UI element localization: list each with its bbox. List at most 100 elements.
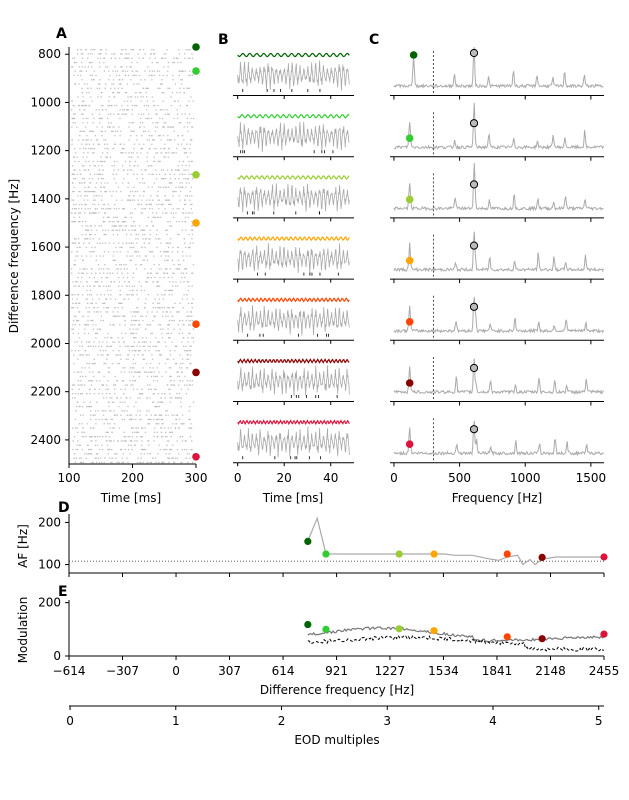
raster-dot xyxy=(113,281,115,283)
raster-dot xyxy=(101,199,103,201)
raster-dot xyxy=(167,221,169,223)
raster-dot xyxy=(137,251,140,253)
raster-dot xyxy=(131,169,133,171)
raster-dot xyxy=(123,264,125,266)
raster-dot xyxy=(170,367,172,369)
raster-dot xyxy=(117,440,119,442)
raster-dot xyxy=(119,117,121,120)
raster-dot xyxy=(186,122,189,124)
raster-dot xyxy=(135,414,137,416)
raster-dot xyxy=(148,242,150,244)
raster-dot xyxy=(121,113,123,115)
raster-dot xyxy=(78,242,80,244)
raster-dot xyxy=(132,152,134,154)
raster-dot xyxy=(130,79,132,81)
raster-dot xyxy=(176,457,179,459)
raster-dot xyxy=(124,315,126,317)
raster-dot xyxy=(105,190,108,193)
raster-dot xyxy=(113,242,115,244)
raster-dot xyxy=(102,354,104,356)
trace-row xyxy=(233,419,354,467)
raster-dot xyxy=(139,195,141,197)
raster-dot xyxy=(114,307,116,309)
raster-dot xyxy=(96,401,98,403)
raster-dot xyxy=(170,238,172,240)
raster-dot xyxy=(76,371,78,373)
raster-dot xyxy=(187,49,189,51)
raster-dot xyxy=(123,221,125,223)
raster-dot xyxy=(153,74,155,77)
raster-dot xyxy=(98,165,100,167)
raster-dot xyxy=(135,337,137,339)
raster-dot xyxy=(179,70,181,72)
raster-dot xyxy=(192,100,194,102)
raster-dot xyxy=(177,371,179,373)
raster-dot xyxy=(91,113,94,115)
raster-dot xyxy=(158,371,160,373)
raster-dot xyxy=(103,375,105,378)
raster-dot xyxy=(104,302,106,304)
raster-dot xyxy=(119,135,121,137)
raster-dot xyxy=(141,354,144,356)
raster-dot xyxy=(96,453,98,455)
raster-dot xyxy=(91,268,93,270)
raster-dot xyxy=(83,100,85,102)
raster-dot xyxy=(190,311,192,313)
raster-dot xyxy=(149,251,151,253)
raster-dot xyxy=(141,147,144,150)
raster-dot xyxy=(162,57,164,59)
raster-dot xyxy=(170,203,172,206)
raster-dot xyxy=(107,345,109,347)
raster-dot xyxy=(71,100,73,102)
raster-dot xyxy=(154,427,156,429)
raster-dot xyxy=(175,212,177,214)
raster-dot xyxy=(166,272,168,274)
raster-dot xyxy=(192,401,195,403)
raster-dot xyxy=(115,315,117,317)
raster-dot xyxy=(188,410,190,412)
raster-dot xyxy=(107,229,110,231)
raster-dot xyxy=(98,117,100,120)
raster-dot xyxy=(173,152,175,154)
raster-dot xyxy=(188,113,191,115)
raster-dot xyxy=(131,289,134,292)
raster-dot xyxy=(91,440,93,442)
raster-dot xyxy=(74,302,77,304)
raster-dot xyxy=(128,285,131,287)
raster-dot xyxy=(144,130,146,132)
raster-dot xyxy=(181,221,183,223)
raster-dot xyxy=(73,186,75,188)
raster-dot xyxy=(120,448,123,451)
raster-dot xyxy=(106,311,109,313)
raster-dot xyxy=(174,457,177,459)
raster-dot xyxy=(91,61,93,64)
raster-dot xyxy=(121,70,124,72)
raster-dot xyxy=(161,332,163,335)
raster-dot xyxy=(152,53,155,55)
raster-dot xyxy=(73,238,76,240)
eod-x-tick-label: 2 xyxy=(278,714,286,728)
raster-dot xyxy=(155,109,157,111)
raster-dot xyxy=(85,104,88,107)
raster-dot xyxy=(176,268,179,270)
raster-dot xyxy=(139,126,141,128)
raster-dot xyxy=(73,190,75,193)
raster-dot xyxy=(155,212,158,214)
raster-dot xyxy=(131,315,133,317)
raster-dot xyxy=(190,139,192,141)
raster-dot xyxy=(100,92,103,94)
raster-dot xyxy=(182,160,185,163)
raster-marker xyxy=(192,170,200,179)
raster-dot xyxy=(101,165,103,167)
raster-dot xyxy=(171,315,173,317)
raster-dot xyxy=(106,307,109,309)
raster-dot xyxy=(74,397,76,399)
raster-dot xyxy=(173,384,176,386)
raster-dot xyxy=(167,315,169,317)
raster-dot xyxy=(88,354,90,356)
raster-dot xyxy=(160,427,163,429)
raster-dot xyxy=(191,380,194,382)
raster-dot xyxy=(156,436,158,438)
raster-dot xyxy=(89,289,92,292)
